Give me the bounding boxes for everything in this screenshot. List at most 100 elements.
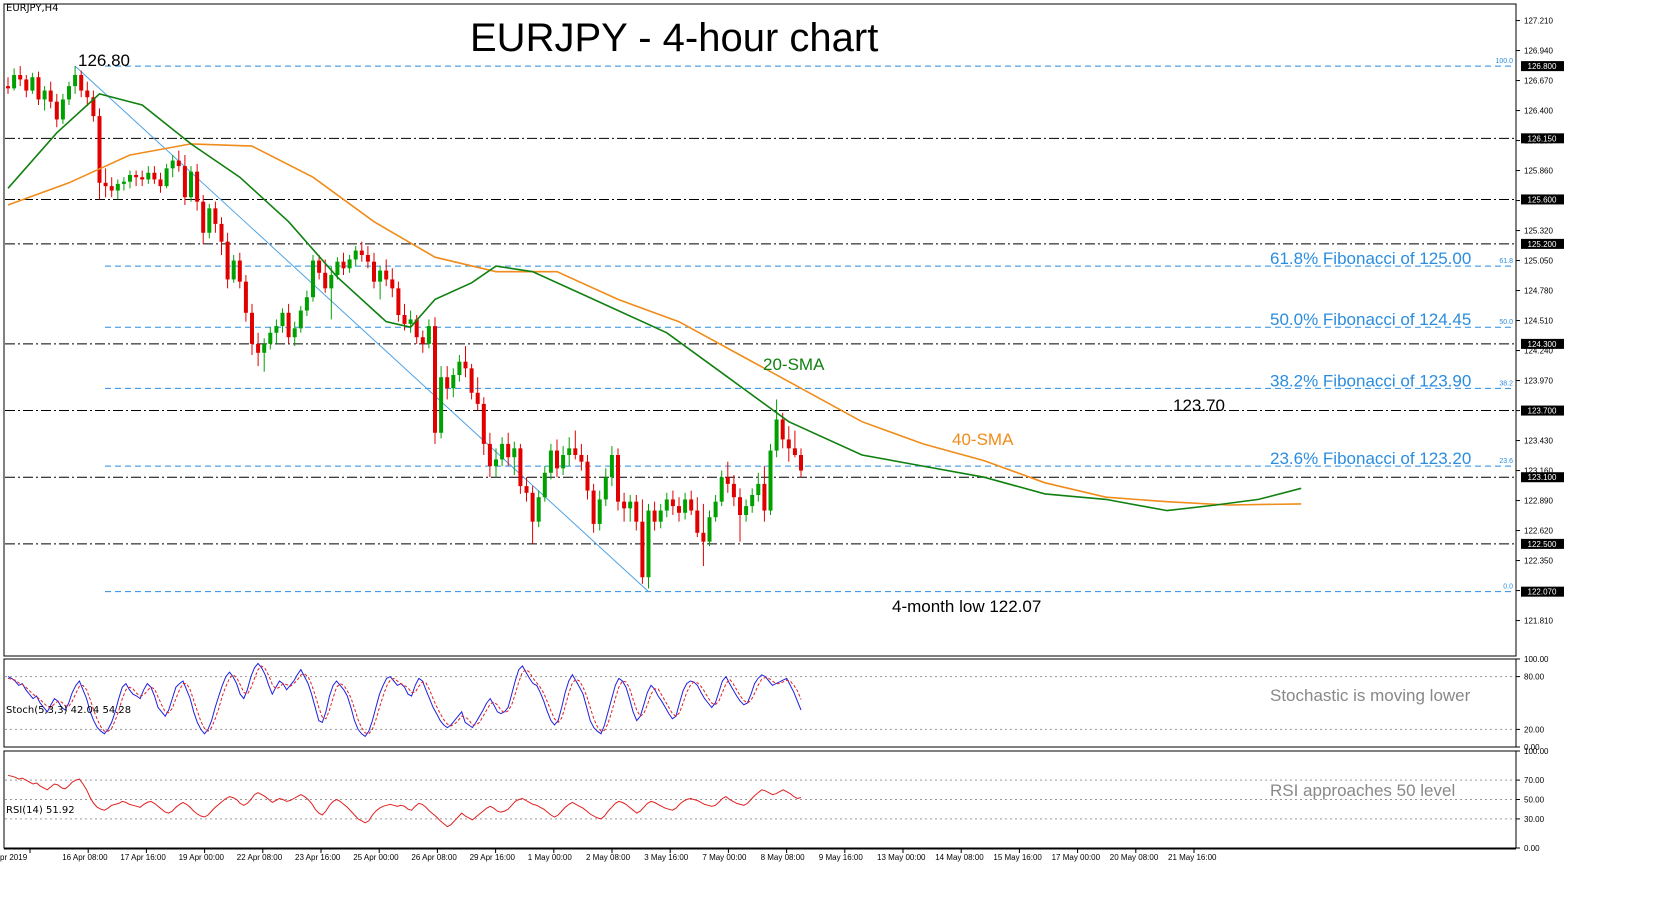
price-level-box bbox=[1521, 538, 1564, 549]
x-tick-label: 21 May 16:00 bbox=[1168, 853, 1217, 862]
candle-body bbox=[304, 297, 309, 311]
candle-body bbox=[152, 172, 157, 180]
candle-body bbox=[670, 499, 675, 507]
candle-body bbox=[158, 179, 163, 187]
candle-body bbox=[60, 99, 65, 120]
candle-body bbox=[353, 250, 358, 260]
trend-line bbox=[74, 65, 649, 593]
candle-body bbox=[109, 186, 114, 191]
price-level-value: 126.800 bbox=[1528, 62, 1557, 71]
x-tick-label: 23 Apr 16:00 bbox=[295, 853, 341, 862]
y-tick-label: 126.670 bbox=[1524, 77, 1553, 86]
x-tick-label: 25 Apr 00:00 bbox=[353, 853, 399, 862]
y-tick-label: 122.620 bbox=[1524, 527, 1553, 536]
candle-body bbox=[347, 259, 352, 269]
candle-body bbox=[292, 328, 297, 338]
candle-body bbox=[603, 477, 608, 500]
candle-body bbox=[85, 90, 90, 98]
candle-body bbox=[646, 510, 651, 578]
candle-body bbox=[335, 261, 340, 275]
price-level-box bbox=[1521, 133, 1564, 144]
candle-body bbox=[658, 510, 663, 522]
candle-body bbox=[634, 501, 639, 522]
ind-y-tick-label: 0.00 bbox=[1524, 743, 1540, 752]
candle-body bbox=[164, 168, 169, 187]
candle-body bbox=[664, 499, 669, 511]
ind-y-tick-label: 100.00 bbox=[1524, 747, 1549, 756]
candle-body bbox=[487, 443, 492, 467]
candle-body bbox=[774, 419, 779, 451]
fib-label: 61.8% Fibonacci of 125.00 bbox=[1270, 249, 1471, 268]
candle-body bbox=[274, 326, 279, 333]
price-level-box bbox=[1521, 61, 1564, 72]
candle-body bbox=[213, 208, 218, 224]
candle-body bbox=[506, 443, 511, 458]
candle-body bbox=[555, 450, 559, 469]
fib-tag: 50.0 bbox=[1499, 319, 1513, 326]
y-tick-label: 126.940 bbox=[1524, 47, 1553, 56]
candle-body bbox=[408, 319, 413, 324]
high-annotation: 126.80 bbox=[78, 51, 130, 70]
candle-body bbox=[359, 250, 364, 255]
fib-label: 50.0% Fibonacci of 124.45 bbox=[1270, 310, 1471, 329]
fib-tag: 100.0 bbox=[1495, 58, 1513, 65]
y-tick-label: 123.430 bbox=[1524, 437, 1553, 446]
candle-body bbox=[512, 448, 517, 458]
y-tick-label: 122.890 bbox=[1524, 497, 1553, 506]
candle-body bbox=[744, 506, 749, 515]
candle-body bbox=[329, 275, 334, 289]
x-tick-label: 3 May 16:00 bbox=[644, 853, 689, 862]
candle-body bbox=[140, 177, 145, 180]
candle-body bbox=[756, 483, 761, 495]
x-tick-label: 14 May 08:00 bbox=[935, 853, 984, 862]
stoch-label: Stoch(5,3,3) 42.04 54.28 bbox=[6, 705, 132, 716]
candle-body bbox=[640, 521, 645, 578]
y-tick-label: 124.780 bbox=[1524, 287, 1553, 296]
rsi-line bbox=[7, 774, 802, 828]
x-tick-label: 17 May 00:00 bbox=[1052, 853, 1101, 862]
candle-body bbox=[48, 90, 53, 102]
stoch-d-line bbox=[7, 665, 802, 735]
candle-body bbox=[780, 419, 785, 440]
candle-body bbox=[97, 116, 102, 183]
candle-body bbox=[567, 448, 572, 455]
candle-body bbox=[500, 443, 505, 460]
x-tick-label: 20 May 08:00 bbox=[1110, 853, 1159, 862]
candle-body bbox=[762, 483, 767, 511]
x-tick-label: 15 May 16:00 bbox=[993, 853, 1042, 862]
candle-body bbox=[439, 377, 444, 433]
candle-body bbox=[707, 517, 712, 542]
y-tick-label: 126.400 bbox=[1524, 107, 1553, 116]
indicator-annotation: RSI approaches 50 level bbox=[1270, 781, 1455, 800]
candle-body bbox=[243, 281, 248, 313]
stoch-k-line bbox=[7, 662, 802, 738]
y-tick-label: 122.350 bbox=[1524, 557, 1553, 566]
candle-body bbox=[396, 288, 401, 315]
candle-body bbox=[256, 343, 261, 353]
low-annotation: 4-month low 122.07 bbox=[892, 597, 1041, 616]
sma20-line bbox=[7, 93, 1302, 512]
candle-body bbox=[689, 499, 694, 511]
candle-body bbox=[738, 497, 742, 515]
y-tick-label: 123.160 bbox=[1524, 467, 1553, 476]
candle-body bbox=[189, 171, 193, 198]
candle-body bbox=[731, 483, 736, 498]
candle-body bbox=[622, 501, 627, 509]
candle-body bbox=[280, 312, 285, 327]
fib-label: 23.6% Fibonacci of 123.20 bbox=[1270, 449, 1471, 468]
price-level-value: 123.100 bbox=[1528, 473, 1557, 482]
candle-body bbox=[585, 461, 590, 491]
x-tick-label: 8 May 08:00 bbox=[761, 853, 806, 862]
candle-body bbox=[73, 75, 78, 87]
candle-body bbox=[573, 448, 578, 455]
fib-tag: 61.8 bbox=[1499, 258, 1513, 265]
sma20-label: 20-SMA bbox=[763, 355, 825, 374]
x-tick-label: 9 May 16:00 bbox=[819, 853, 864, 862]
candle-body bbox=[713, 501, 718, 518]
y-tick-label: 125.320 bbox=[1524, 227, 1553, 236]
price-level-box bbox=[1521, 194, 1564, 205]
sma40-label: 40-SMA bbox=[952, 430, 1014, 449]
price-level-value: 123.700 bbox=[1528, 407, 1557, 416]
sma40-line bbox=[7, 143, 1302, 506]
